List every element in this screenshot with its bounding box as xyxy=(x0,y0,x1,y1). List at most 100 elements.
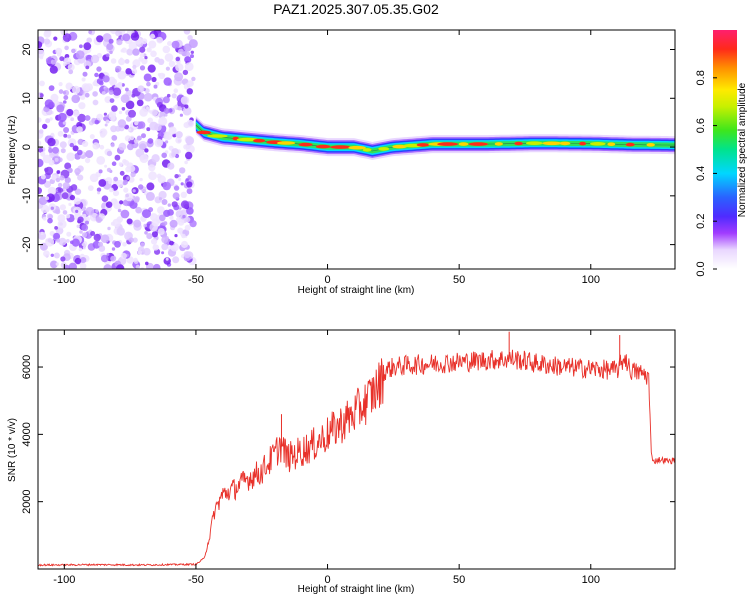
noise-speckle xyxy=(118,142,127,151)
noise-speckle xyxy=(98,241,103,247)
spectrogram-y-tick-label: -20 xyxy=(21,237,33,253)
noise-speckle xyxy=(85,150,94,159)
signal-hotspot xyxy=(625,142,635,147)
noise-speckle xyxy=(154,138,163,148)
noise-speckle xyxy=(58,82,63,87)
noise-speckle xyxy=(162,45,171,54)
noise-speckle xyxy=(38,196,48,205)
noise-speckle xyxy=(42,123,48,130)
noise-speckle xyxy=(115,65,122,73)
spectrogram-y-tick-label: 0 xyxy=(21,144,33,150)
noise-speckle xyxy=(174,174,179,179)
noise-speckle xyxy=(180,96,190,105)
noise-speckle xyxy=(62,121,67,125)
noise-speckle xyxy=(97,191,101,195)
noise-speckle xyxy=(133,257,138,262)
noise-speckle xyxy=(179,167,186,174)
noise-speckle xyxy=(108,180,113,185)
noise-speckle xyxy=(115,30,121,37)
noise-speckle xyxy=(120,252,127,259)
signal-hotspot xyxy=(416,143,430,147)
noise-speckle xyxy=(148,171,158,181)
noise-speckle xyxy=(38,140,42,147)
noise-speckle xyxy=(146,106,150,110)
colorbar-ticks: 0.0 0.2 0.4 0.6 0.8 xyxy=(695,70,717,277)
noise-speckle xyxy=(143,223,147,228)
noise-speckle xyxy=(101,195,109,202)
noise-speckle xyxy=(171,40,180,49)
noise-speckle xyxy=(178,48,184,55)
noise-speckle xyxy=(136,135,142,141)
noise-speckle xyxy=(184,104,189,109)
noise-speckle xyxy=(50,260,58,269)
noise-speckle xyxy=(149,121,159,131)
noise-speckle xyxy=(38,147,44,153)
noise-speckle xyxy=(108,114,116,121)
signal-hotspot xyxy=(392,144,407,149)
noise-speckle xyxy=(98,179,107,187)
noise-speckle xyxy=(65,214,71,219)
signal-hotspot xyxy=(458,142,469,146)
colorbar: 0.0 0.2 0.4 0.6 0.8 Normalized spectral ampl… xyxy=(695,30,748,277)
noise-speckle xyxy=(48,159,55,166)
noise-speckle xyxy=(174,72,184,82)
noise-speckle xyxy=(177,227,184,234)
signal-hotspot xyxy=(494,142,503,146)
noise-speckle xyxy=(57,188,62,192)
snr-x-tick-label: -50 xyxy=(188,574,204,586)
noise-speckle xyxy=(40,151,46,157)
noise-speckle xyxy=(47,186,57,196)
noise-speckle xyxy=(82,232,88,238)
noise-speckle xyxy=(175,137,182,144)
noise-speckle xyxy=(173,185,180,191)
noise-speckle xyxy=(100,254,109,263)
noise-speckle xyxy=(54,226,58,230)
noise-speckle xyxy=(130,171,136,178)
noise-speckle xyxy=(151,238,158,245)
noise-speckle xyxy=(180,200,190,209)
noise-speckle xyxy=(68,202,72,206)
noise-speckle xyxy=(186,188,193,195)
noise-speckle xyxy=(185,136,195,145)
noise-speckle xyxy=(159,214,166,222)
noise-speckle xyxy=(109,98,115,103)
noise-speckle xyxy=(52,146,59,154)
spectrogram-x-tick-label: -50 xyxy=(188,274,204,286)
noise-speckle xyxy=(48,148,53,153)
signal-hotspot xyxy=(196,130,211,135)
noise-speckle xyxy=(108,90,114,95)
noise-speckle xyxy=(122,33,131,42)
noise-speckle xyxy=(163,77,172,86)
noise-speckle xyxy=(158,197,163,201)
noise-speckle xyxy=(185,51,191,57)
noise-speckle xyxy=(174,153,180,159)
noise-speckle xyxy=(110,221,115,226)
snr-panel: -100 -50 0 50 100 2000 4000 6000 Height of str… xyxy=(7,329,676,595)
noise-speckle xyxy=(182,214,186,219)
noise-speckle xyxy=(186,207,194,215)
noise-speckle xyxy=(191,76,196,82)
noise-speckle xyxy=(64,177,71,184)
noise-speckle xyxy=(157,175,166,184)
noise-speckle xyxy=(151,154,160,163)
noise-speckle xyxy=(175,210,184,219)
noise-speckle xyxy=(57,182,63,188)
noise-speckle xyxy=(38,231,47,240)
noise-speckle xyxy=(137,250,142,255)
noise-speckle xyxy=(186,144,195,154)
noise-speckle xyxy=(105,201,113,208)
noise-speckle xyxy=(72,85,81,94)
noise-speckle xyxy=(82,71,88,77)
noise-speckle xyxy=(105,53,110,58)
spectrogram-x-axis-label: Height of straight line (km) xyxy=(298,285,415,296)
noise-speckle xyxy=(57,130,64,137)
colorbar-tick-label: 0.2 xyxy=(695,214,707,229)
noise-speckle xyxy=(94,119,100,125)
noise-speckle xyxy=(62,91,67,95)
signal-hotspot xyxy=(514,141,523,146)
noise-speckle xyxy=(62,182,70,190)
noise-speckle xyxy=(132,189,136,193)
snr-x-tick-label: -100 xyxy=(53,574,75,586)
noise-speckle xyxy=(131,93,136,98)
noise-speckle xyxy=(125,100,135,110)
